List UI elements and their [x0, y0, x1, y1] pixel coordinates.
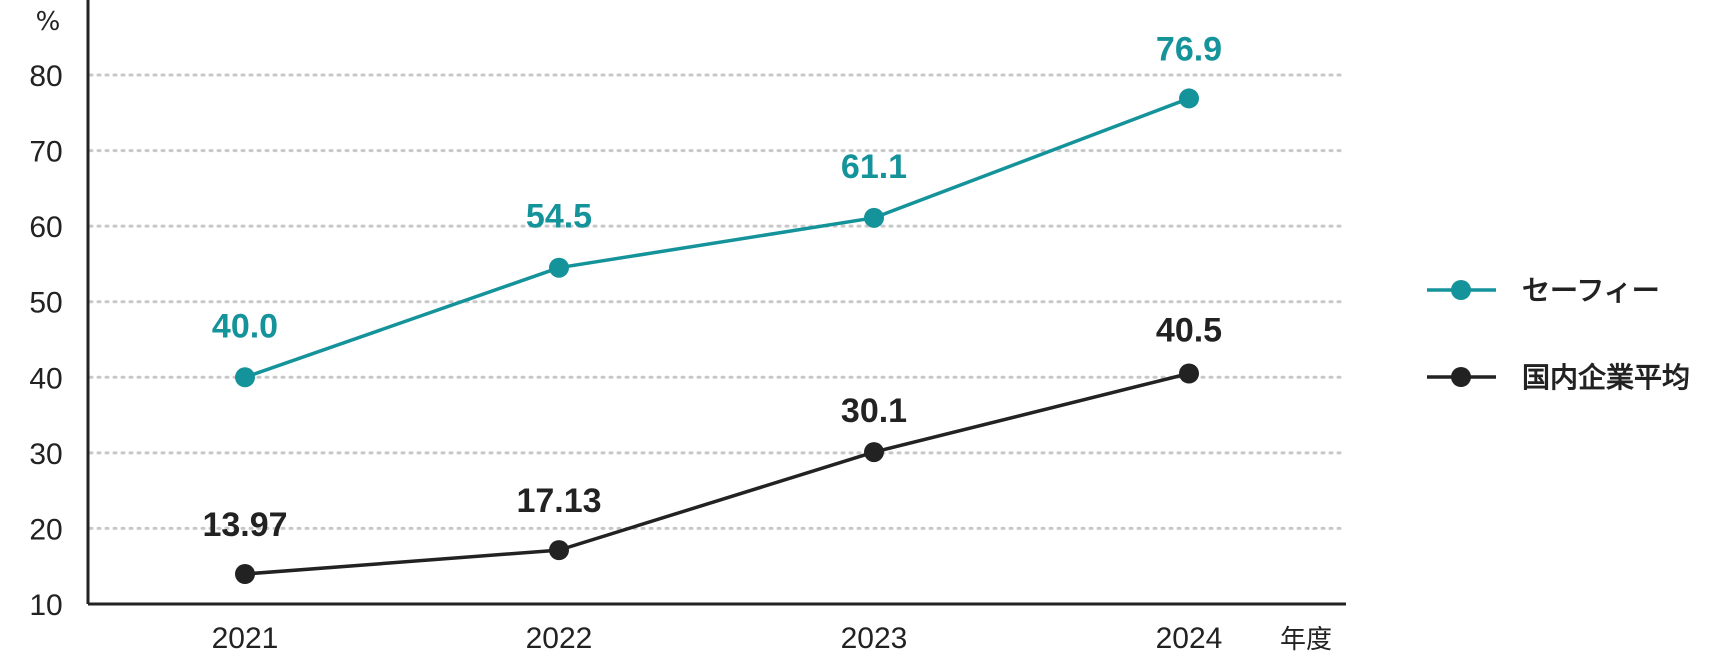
y-tick-label: 10: [29, 589, 62, 622]
data-point: [549, 540, 569, 561]
data-point: [864, 207, 884, 228]
y-tick-label: 30: [29, 438, 62, 471]
x-tick-labels: 2021 2022 2023 2024: [212, 622, 1223, 655]
data-point: [235, 563, 255, 584]
series-0: 40.0 54.5 61.1 76.9: [212, 30, 1222, 388]
x-tick-label: 2023: [841, 622, 908, 655]
y-tick-label: 70: [29, 136, 62, 169]
data-label: 30.1: [841, 392, 907, 430]
series-1: 13.97 17.13 30.1 40.5: [202, 312, 1222, 584]
y-tick-label: 50: [29, 287, 62, 320]
data-point: [549, 257, 569, 278]
series-line: [244, 371, 1190, 576]
x-axis-unit: 年度: [1280, 625, 1332, 655]
data-label: 40.5: [1156, 312, 1222, 350]
y-axis-unit: %: [36, 7, 61, 37]
legend-marker: [1451, 280, 1471, 300]
data-label: 54.5: [526, 198, 592, 236]
series-line: [244, 96, 1190, 379]
data-label: 17.13: [516, 482, 601, 520]
data-label: 40.0: [212, 307, 278, 345]
y-tick-labels: 10 20 30 40 50 60 70 80: [29, 60, 62, 622]
legend-marker: [1451, 367, 1471, 387]
x-tick-label: 2022: [526, 622, 593, 655]
legend-item: セーフィー: [1427, 274, 1660, 307]
data-point: [1179, 88, 1199, 109]
y-tick-label: 80: [29, 60, 62, 93]
data-label: 13.97: [202, 506, 287, 544]
data-label: 76.9: [1156, 30, 1222, 68]
y-tick-label: 40: [29, 362, 62, 395]
y-tick-label: 20: [29, 513, 62, 546]
gridlines: [88, 73, 1348, 530]
legend-item: 国内企業平均: [1427, 361, 1690, 394]
axes: % 年度: [36, 0, 1346, 655]
data-point: [1179, 363, 1199, 384]
legend-label: セーフィー: [1522, 274, 1660, 307]
x-tick-label: 2021: [212, 622, 279, 655]
data-point: [235, 367, 255, 388]
series: 40.0 54.5 61.1 76.9 13.97 17.13 30.1 40.5: [202, 30, 1222, 584]
data-point: [864, 442, 884, 463]
data-label: 61.1: [841, 148, 907, 186]
x-tick-label: 2024: [1156, 622, 1223, 655]
y-tick-label: 60: [29, 211, 62, 244]
legend-label: 国内企業平均: [1522, 361, 1690, 394]
